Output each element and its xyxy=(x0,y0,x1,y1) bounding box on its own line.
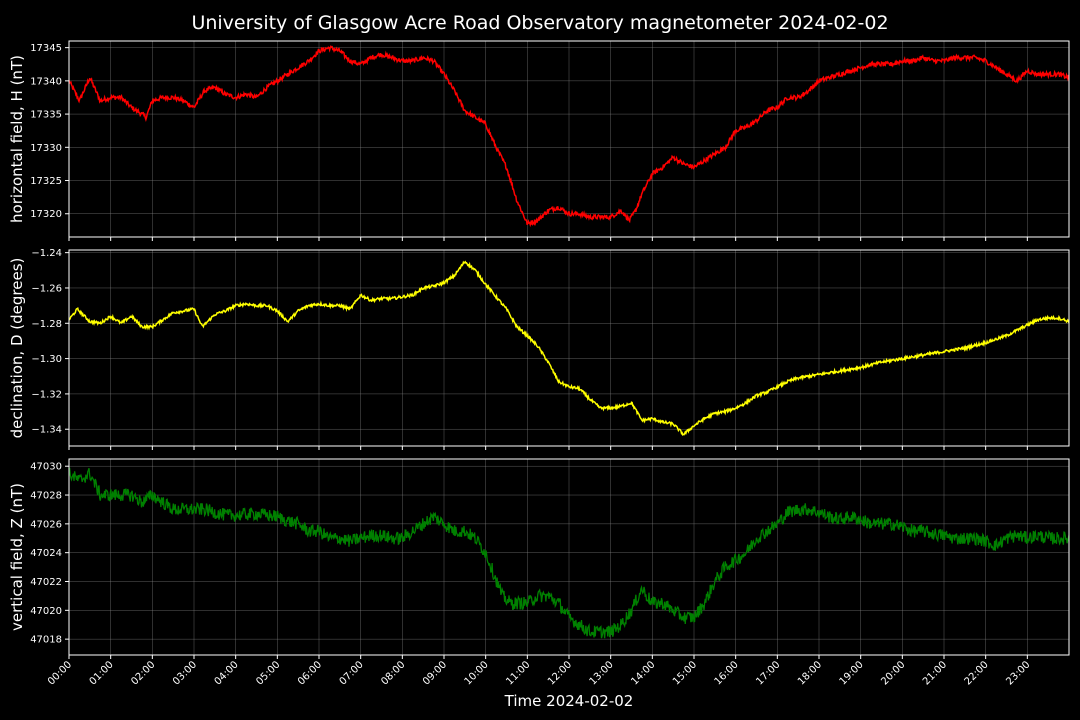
y-tick-label: 47030 xyxy=(30,462,62,473)
y-tick-label: 17340 xyxy=(30,76,62,87)
panel-1: −1.34 −1.32 −1.30 −1.28 −1.26 −1.24 declinatio… xyxy=(8,248,1070,450)
y-axis-label: vertical field, Z (nT) xyxy=(8,483,26,631)
y-tick-label: 47020 xyxy=(30,606,62,617)
y-tick-label: −1.28 xyxy=(31,319,62,330)
series-line xyxy=(69,467,1069,639)
series-line xyxy=(69,44,1069,228)
y-tick-label: 17325 xyxy=(30,176,62,187)
y-tick-label: 17320 xyxy=(30,209,62,220)
y-tick-label: −1.30 xyxy=(31,354,62,365)
y-tick-label: −1.26 xyxy=(31,283,62,294)
panel-frame xyxy=(68,249,1070,447)
y-tick-label: 47024 xyxy=(30,548,62,559)
x-axis-label: Time 2024-02-02 xyxy=(504,692,634,710)
panel-2: 47018 47020 47022 47024 47026 47028 47030 verti… xyxy=(8,458,1070,659)
series-line xyxy=(69,260,1069,437)
y-tick-label: 47026 xyxy=(30,519,62,530)
y-tick-label: 17335 xyxy=(30,110,62,121)
y-tick-label: 47018 xyxy=(30,635,62,646)
y-tick-label: −1.32 xyxy=(31,389,62,400)
y-tick-label: 47028 xyxy=(30,491,62,502)
panel-frame xyxy=(68,458,1070,656)
y-axis-label: declination, D (degrees) xyxy=(8,258,26,439)
y-tick-label: −1.24 xyxy=(31,248,62,259)
panel-frame xyxy=(68,40,1070,238)
y-tick-label: 47022 xyxy=(30,577,62,588)
y-tick-label: 17345 xyxy=(30,43,62,54)
panel-0: 17320 17325 17330 17335 17340 17345 horizontal… xyxy=(8,40,1070,241)
y-axis-label: horizontal field, H (nT) xyxy=(8,55,26,223)
y-tick-label: 17330 xyxy=(30,143,62,154)
chart-title: University of Glasgow Acre Road Observat… xyxy=(191,12,888,34)
y-tick-label: −1.34 xyxy=(31,425,62,436)
